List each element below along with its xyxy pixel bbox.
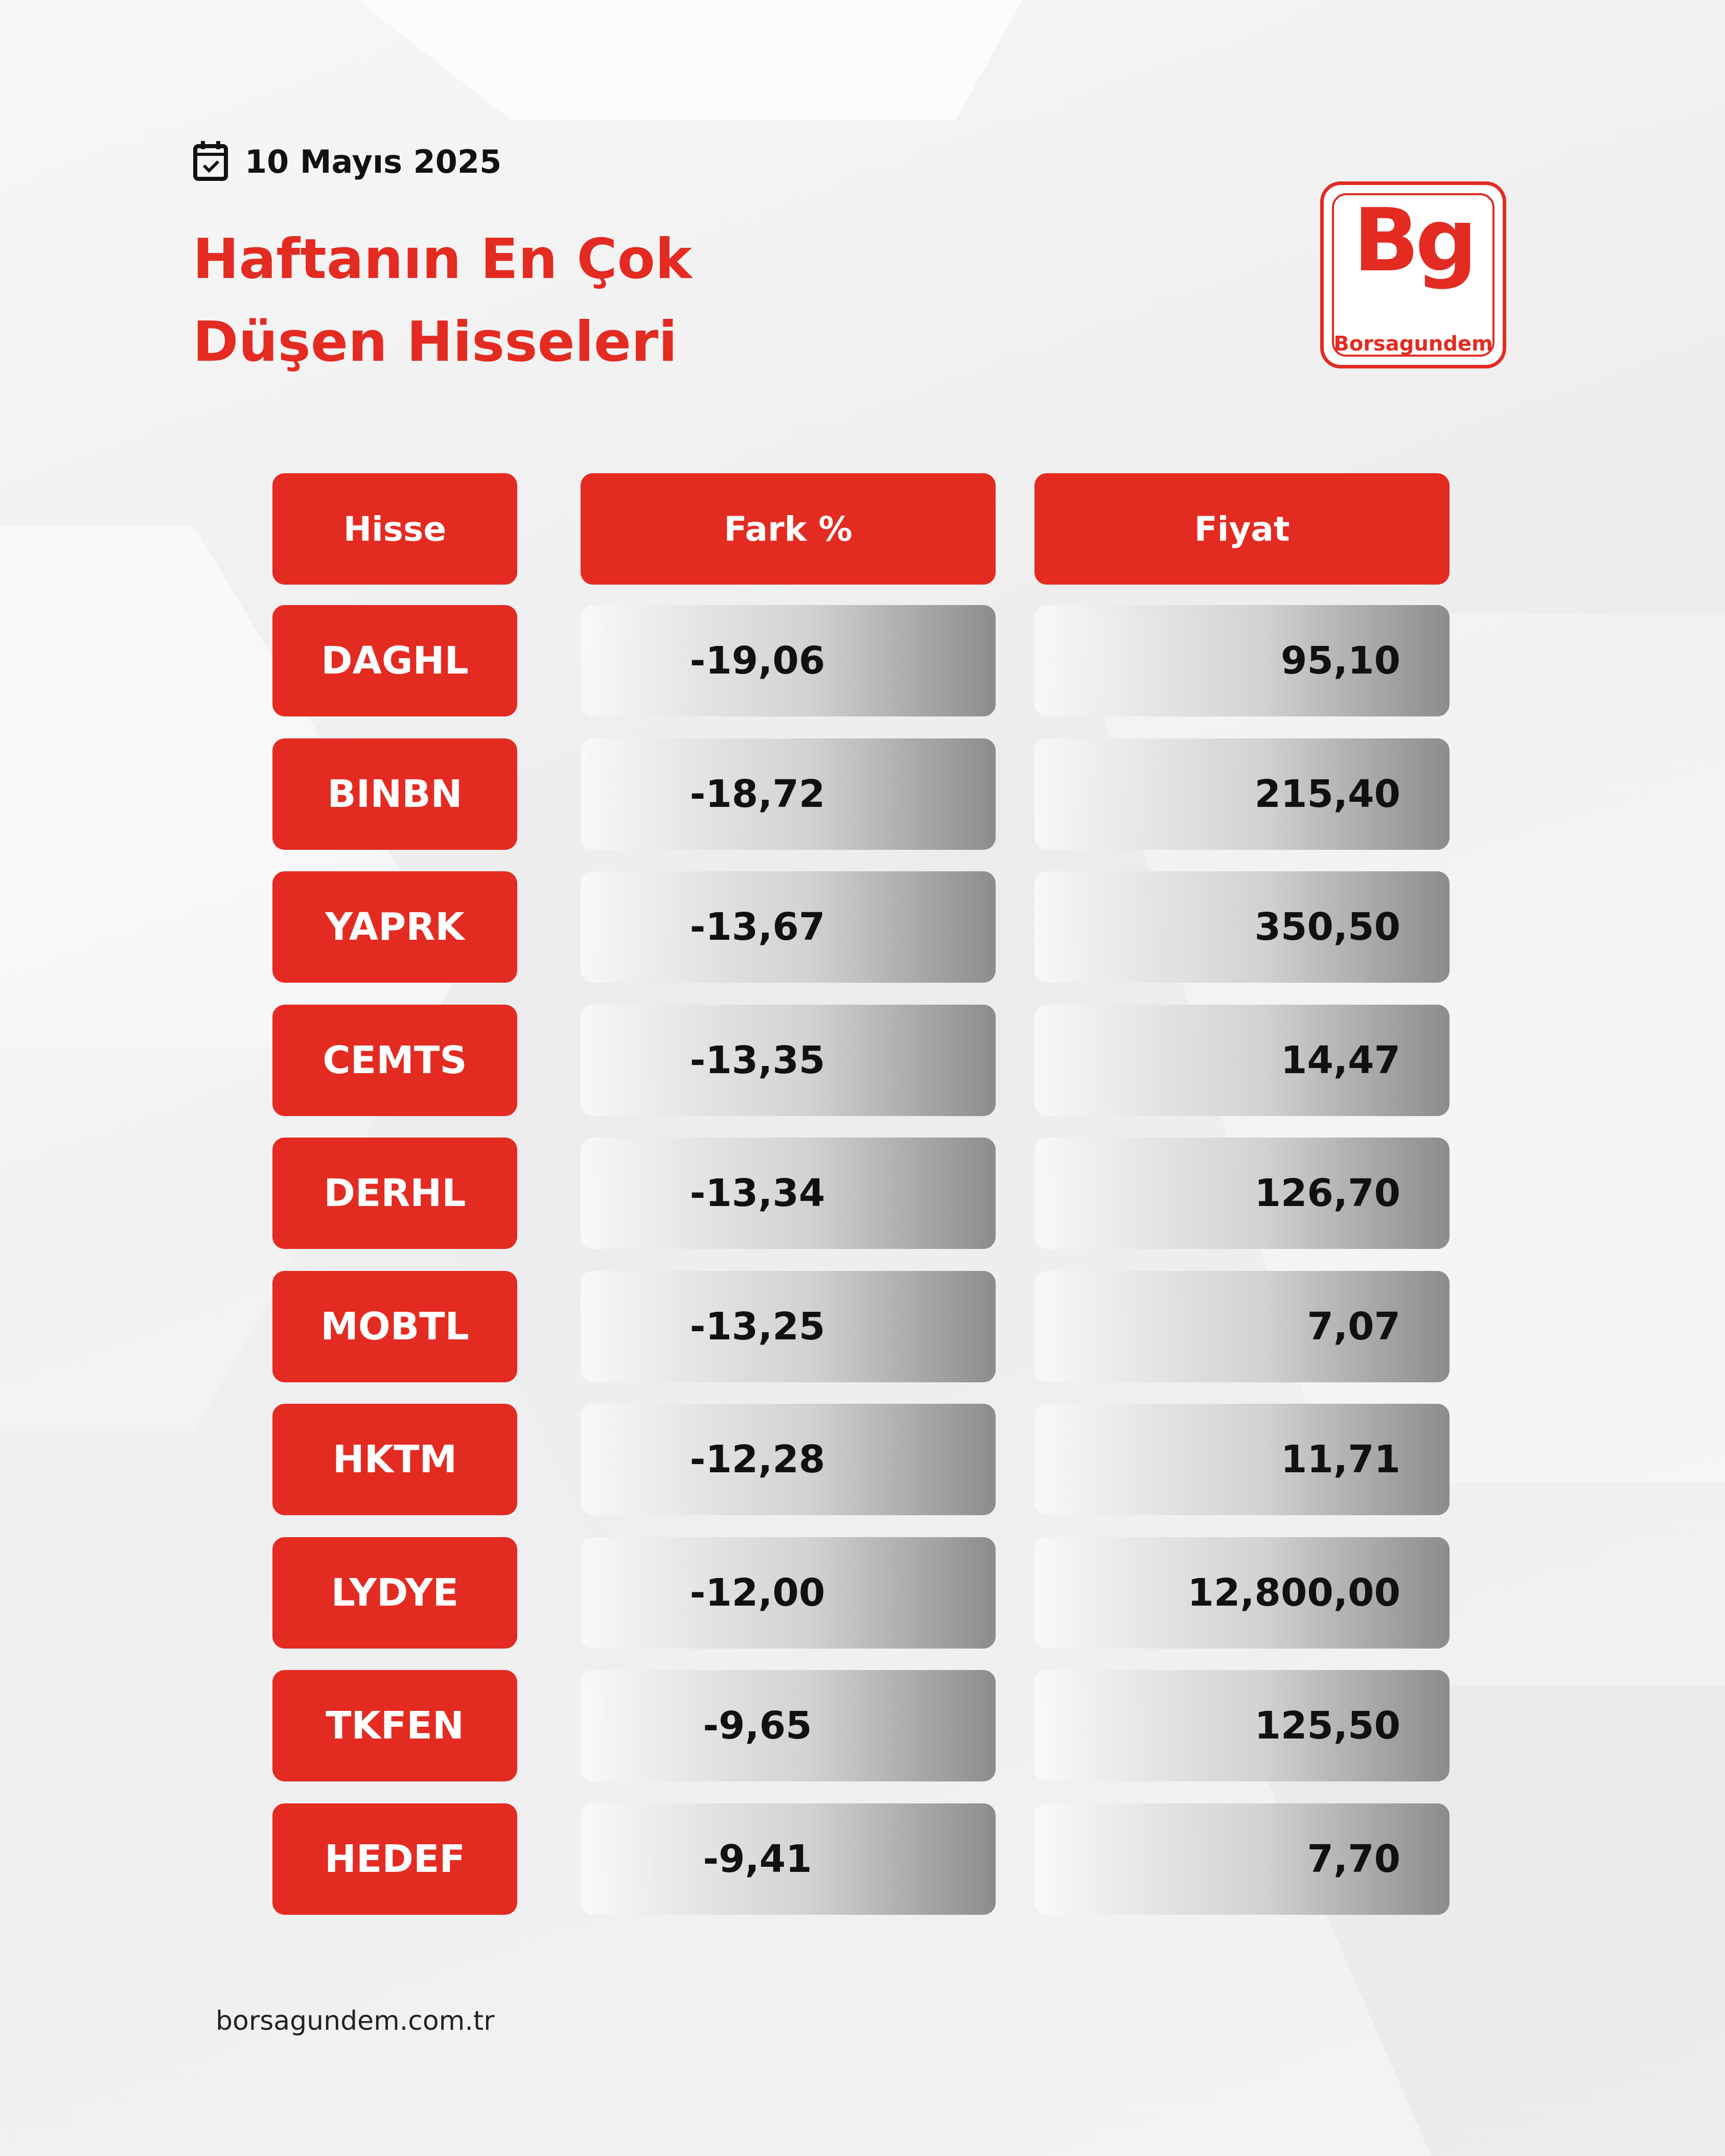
change-percent: -13,67 [581,871,996,983]
price: 95,10 [1034,605,1450,716]
column-header: Hisse [272,473,517,585]
price: 12,800,00 [1034,1537,1450,1649]
stock-code: YAPRK [272,871,517,983]
change-percent: -13,34 [581,1138,996,1249]
logo-name: Borsagundem [1333,332,1493,356]
calendar-icon [193,141,228,181]
stock-code: HEDEF [272,1803,517,1915]
price: 7,07 [1034,1270,1450,1382]
logo-frame [1332,193,1494,357]
price: 125,50 [1034,1670,1450,1781]
logo-mark: Bg [1353,190,1477,291]
stock-code: MOBTL [272,1270,517,1382]
stock-code: HKTM [272,1404,517,1515]
logo: Bg Borsagundem [1320,181,1506,368]
price: 126,70 [1034,1138,1450,1249]
column-header: Fark % [581,473,996,585]
change-percent: -9,41 [581,1803,996,1915]
footer-url: borsagundem.com.tr [216,2006,495,2036]
title-line: Düşen Hisseleri [193,310,678,374]
stock-code: BINBN [272,738,517,850]
title-line: Haftanın En Çok [193,227,692,291]
change-percent: -12,28 [581,1404,996,1515]
change-percent: -18,72 [581,738,996,850]
change-percent: -13,25 [581,1270,996,1382]
stock-code: DAGHL [272,605,517,716]
price: 11,71 [1034,1404,1450,1515]
stock-code: LYDYE [272,1537,517,1649]
price: 14,47 [1034,1004,1450,1116]
price: 7,70 [1034,1803,1450,1915]
change-percent: -12,00 [581,1537,996,1649]
stock-code: DERHL [272,1138,517,1249]
stock-code: CEMTS [272,1004,517,1116]
date: 10 Mayıs 2025 [245,143,502,180]
change-percent: -19,06 [581,605,996,716]
column-header: Fiyat [1034,473,1450,585]
price: 350,50 [1034,871,1450,983]
stock-code: TKFEN [272,1670,517,1781]
change-percent: -13,35 [581,1004,996,1116]
price: 215,40 [1034,738,1450,850]
change-percent: -9,65 [581,1670,996,1781]
